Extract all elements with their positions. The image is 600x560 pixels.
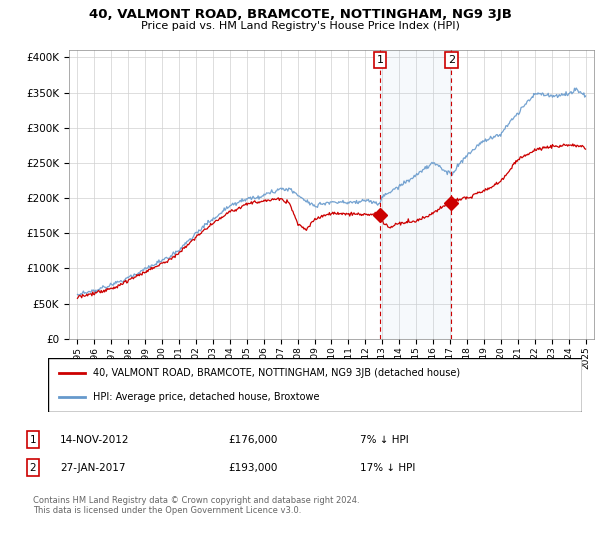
Text: £176,000: £176,000 bbox=[228, 435, 277, 445]
Text: 2: 2 bbox=[29, 463, 37, 473]
Text: 27-JAN-2017: 27-JAN-2017 bbox=[60, 463, 125, 473]
Text: 40, VALMONT ROAD, BRAMCOTE, NOTTINGHAM, NG9 3JB: 40, VALMONT ROAD, BRAMCOTE, NOTTINGHAM, … bbox=[89, 8, 511, 21]
Bar bbox=[380, 50, 451, 339]
Text: 1: 1 bbox=[29, 435, 37, 445]
Text: Price paid vs. HM Land Registry's House Price Index (HPI): Price paid vs. HM Land Registry's House … bbox=[140, 21, 460, 31]
Text: £193,000: £193,000 bbox=[228, 463, 277, 473]
Text: 1: 1 bbox=[377, 55, 383, 65]
Text: Contains HM Land Registry data © Crown copyright and database right 2024.
This d: Contains HM Land Registry data © Crown c… bbox=[33, 496, 359, 515]
Text: 2: 2 bbox=[448, 55, 455, 65]
Text: 17% ↓ HPI: 17% ↓ HPI bbox=[360, 463, 415, 473]
Text: 7% ↓ HPI: 7% ↓ HPI bbox=[360, 435, 409, 445]
FancyBboxPatch shape bbox=[48, 358, 582, 412]
Text: HPI: Average price, detached house, Broxtowe: HPI: Average price, detached house, Brox… bbox=[94, 391, 320, 402]
Text: 14-NOV-2012: 14-NOV-2012 bbox=[60, 435, 130, 445]
Text: 40, VALMONT ROAD, BRAMCOTE, NOTTINGHAM, NG9 3JB (detached house): 40, VALMONT ROAD, BRAMCOTE, NOTTINGHAM, … bbox=[94, 368, 461, 379]
